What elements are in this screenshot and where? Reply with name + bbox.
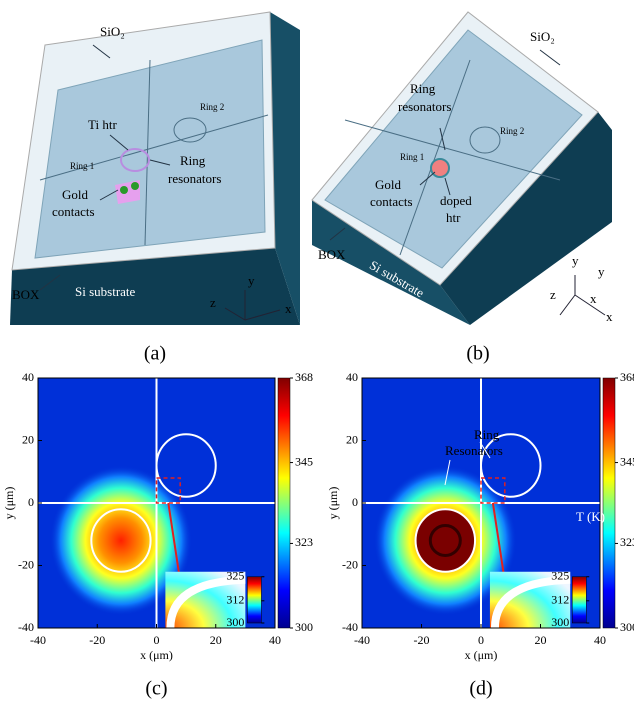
colorbar-label: 312: [551, 593, 569, 607]
annotation: T (K): [576, 509, 605, 524]
panel-d: 300 312 325 300 323 345 368 -40 -20 0 20 40 -40 -20 0 2…: [326, 370, 634, 700]
x-tick-label: -20: [414, 633, 430, 647]
colorbar-label: 323: [620, 535, 634, 549]
label: contacts: [52, 204, 95, 219]
x-tick-label: 20: [210, 633, 222, 647]
y-tick-label: 0: [352, 495, 358, 509]
panel-c: 300 312 325 300 323 345 368 -40 -20 0 20 40 -40 -20 0 2…: [2, 370, 313, 700]
y-axis-label: y (μm): [2, 487, 16, 520]
label: contacts: [370, 194, 413, 209]
colorbar-label: 312: [226, 593, 244, 607]
label: Ti htr: [88, 117, 117, 132]
colorbar-label: 325: [551, 569, 569, 583]
y-tick-label: 20: [346, 432, 358, 446]
colorbar-label: 345: [295, 454, 313, 468]
ring-1: [416, 509, 476, 572]
x-tick-label: -20: [89, 633, 105, 647]
label: SiO₂: [100, 24, 125, 39]
x-tick-label: 0: [478, 633, 484, 647]
colorbar-label: 368: [620, 370, 634, 384]
x-axis-label: x (μm): [140, 648, 173, 662]
colorbar-label: 300: [295, 620, 313, 634]
x-tick-label: -40: [354, 633, 370, 647]
y-tick-label: 40: [346, 370, 358, 384]
label: x: [285, 301, 292, 316]
label: BOX: [12, 287, 40, 302]
x-tick-label: -40: [30, 633, 46, 647]
label: resonators: [398, 99, 451, 114]
label: Ring 1: [400, 152, 424, 162]
colorbar: [247, 577, 261, 623]
colorbar-label: 345: [620, 454, 634, 468]
y-tick-label: -20: [18, 557, 34, 571]
y-tick-label: -40: [342, 620, 358, 634]
colorbar-label: 300: [551, 615, 569, 629]
label: resonators: [168, 171, 221, 186]
label: Gold: [62, 187, 89, 202]
label: x: [590, 291, 597, 306]
label: htr: [446, 210, 461, 225]
label: Ring: [410, 81, 436, 96]
panel-label: (a): [144, 343, 166, 365]
label: y: [572, 253, 579, 268]
colorbar: [603, 378, 615, 628]
y-tick-label: 40: [22, 370, 34, 384]
label: y: [598, 264, 605, 279]
panel-label: (c): [145, 678, 167, 700]
panel-label: (b): [466, 343, 489, 365]
label: Gold: [375, 177, 402, 192]
annotation: Resonators: [445, 443, 503, 458]
panel-label: (d): [469, 678, 492, 700]
y-tick-label: 20: [22, 432, 34, 446]
colorbar: [278, 378, 290, 628]
y-tick-label: 0: [28, 495, 34, 509]
colorbar-label: 323: [295, 535, 313, 549]
label: BOX: [318, 247, 346, 262]
annotation: Ring: [474, 427, 500, 442]
figure: SiO₂ Ring 2 Ti htr Ring 1 Ring resonator…: [0, 0, 634, 709]
label: Si substrate: [75, 284, 136, 299]
colorbar-label: 325: [226, 569, 244, 583]
y-tick-label: -20: [342, 557, 358, 571]
colorbar-label: 300: [620, 620, 634, 634]
label: Ring 2: [200, 102, 224, 112]
label: Ring 2: [500, 126, 524, 136]
panel-b: SiO₂ Ring resonators Ring 2 Ring 1 Gold …: [312, 12, 613, 365]
label: z: [550, 287, 556, 302]
label: Ring 1: [70, 161, 94, 171]
x-axis-label: x (μm): [465, 648, 498, 662]
label: SiO₂: [530, 29, 555, 44]
panel-a: SiO₂ Ring 2 Ti htr Ring 1 Ring resonator…: [10, 12, 300, 365]
x-tick-label: 40: [269, 633, 281, 647]
label: doped: [440, 193, 472, 208]
label: Ring: [180, 153, 206, 168]
x-tick-label: 20: [535, 633, 547, 647]
x-tick-label: 0: [154, 633, 160, 647]
label: z: [210, 295, 216, 310]
y-axis-label: y (μm): [326, 487, 340, 520]
label: y: [248, 273, 255, 288]
x-tick-label: 40: [594, 633, 606, 647]
y-tick-label: -40: [18, 620, 34, 634]
colorbar-label: 368: [295, 370, 313, 384]
colorbar: [572, 577, 586, 623]
colorbar-label: 300: [226, 615, 244, 629]
label: x: [606, 309, 613, 324]
